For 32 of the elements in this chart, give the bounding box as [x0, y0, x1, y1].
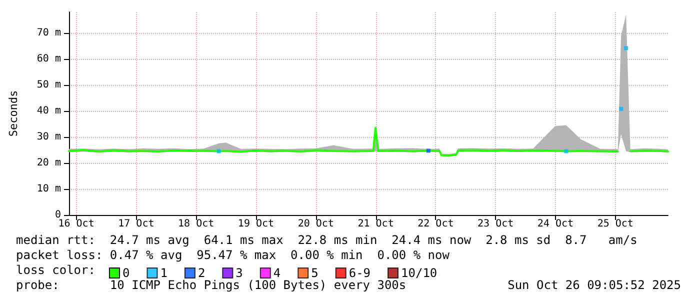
x-tick-label: 17 Oct: [118, 218, 154, 230]
y-tick-label: 0: [54, 210, 61, 220]
x-tick-label: 21 Oct: [358, 218, 394, 230]
legend-label: 10/10: [401, 266, 438, 280]
y-tick-label: 50 m: [36, 79, 61, 90]
legend-label: 5: [311, 266, 318, 280]
legend-label: 4: [273, 266, 281, 280]
x-tick-label: 19 Oct: [238, 218, 274, 230]
legend-label: 3: [236, 266, 243, 280]
y-tick-label: 30 m: [36, 131, 61, 142]
legend-label: 1: [160, 266, 168, 280]
x-tick-label: 16 Oct: [58, 218, 94, 230]
x-tick-label: 18 Oct: [178, 218, 214, 230]
y-tick-label: 70 m: [36, 27, 61, 38]
y-axis-title: Seconds: [7, 90, 20, 137]
text: Sun Oct 26 09:05:52 2025: [508, 278, 681, 292]
legend-label: 0: [122, 266, 130, 280]
x-tick-label: 20 Oct: [298, 218, 334, 230]
y-tick-label: 40 m: [36, 105, 61, 116]
x-tick-label: 23 Oct: [478, 218, 514, 230]
x-tick-label: 24 Oct: [537, 218, 574, 230]
y-tick-label: 10 m: [36, 183, 61, 194]
y-tick-label: 60 m: [36, 53, 61, 64]
y-tick-label: 20 m: [36, 157, 61, 168]
legend-label: 6-9: [348, 266, 371, 280]
x-tick-label: 22 Oct: [418, 218, 454, 230]
text: packet loss: 0.47 % avg 95.47 % max 0.00 % min 0.00 % now: [16, 248, 450, 262]
legend-title: loss color:: [16, 263, 96, 277]
legend-label: 2: [198, 266, 206, 280]
text: median rtt: 24.7 ms avg 64.1 ms max 22.8 ms min 24.4 ms now 2.8 ms sd 8.7 am/s: [16, 233, 638, 247]
x-tick-label: 25 Oct: [597, 218, 634, 230]
text: probe: 10 ICMP Echo Pings (100 Bytes) every 300s: [16, 278, 406, 292]
